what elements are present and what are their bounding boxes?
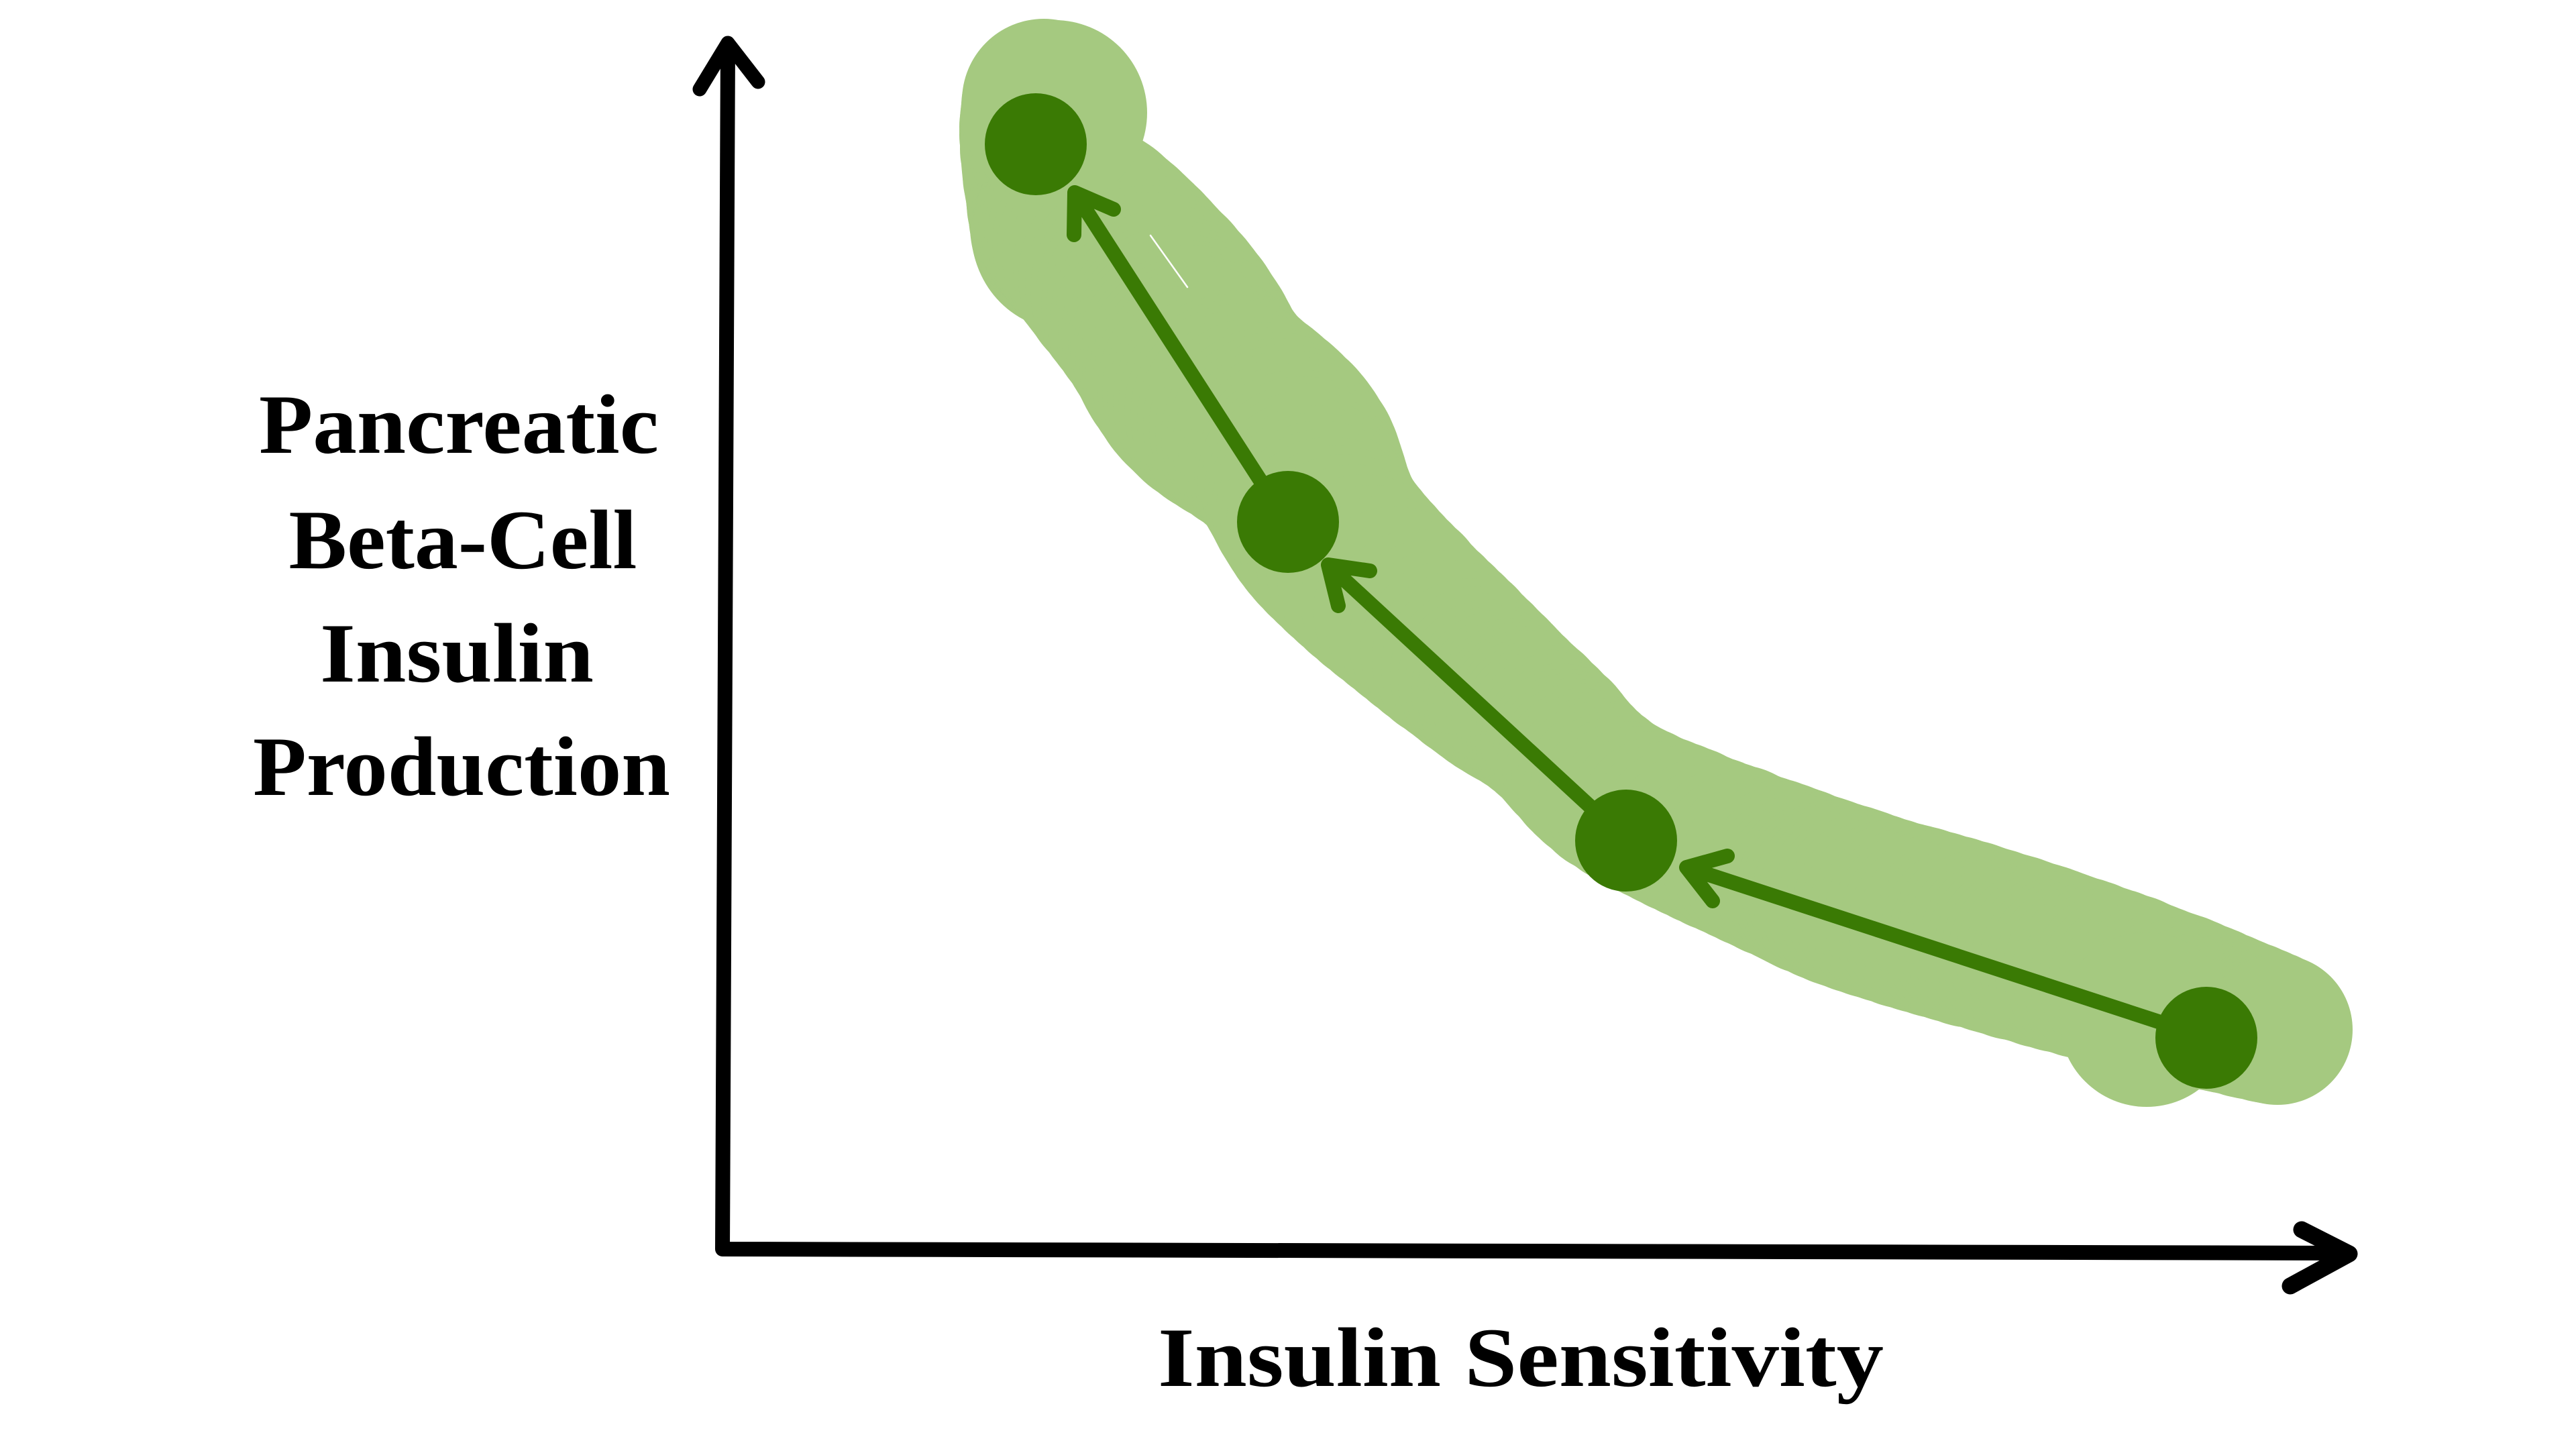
svg-text:Insulin: Insulin	[320, 607, 594, 700]
svg-text:Production: Production	[253, 720, 670, 814]
svg-text:Beta-Cell: Beta-Cell	[289, 494, 637, 587]
svg-text:Insulin Sensitivity: Insulin Sensitivity	[1158, 1311, 1884, 1405]
svg-text:Pancreatic: Pancreatic	[259, 378, 659, 472]
